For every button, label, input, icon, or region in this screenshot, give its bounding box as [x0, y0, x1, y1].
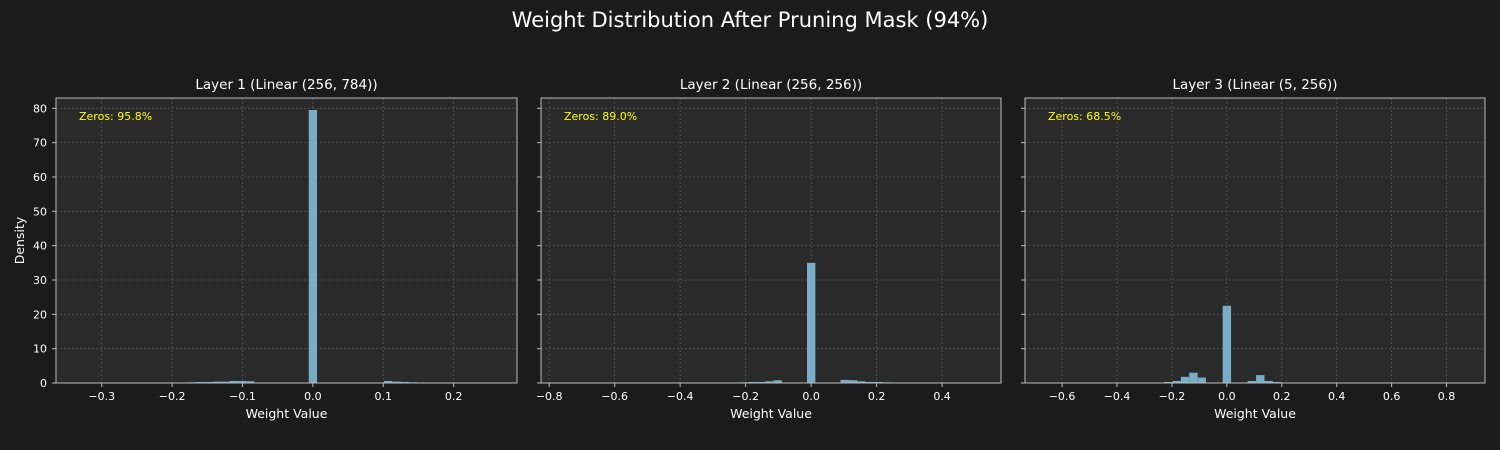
x-tick-label: −0.6: [1049, 390, 1076, 403]
x-tick-label: 0.0: [802, 390, 820, 403]
histogram-bar: [383, 380, 393, 383]
histogram-bar: [873, 381, 883, 383]
figure-title: Weight Distribution After Pruning Mask (…: [512, 8, 989, 32]
histogram-bar: [756, 381, 766, 383]
histogram-bar: [840, 379, 849, 383]
x-tick-label: 0.8: [1438, 390, 1456, 403]
y-tick-label: 80: [33, 102, 47, 115]
histogram-bar: [1264, 380, 1273, 383]
histogram-bar: [1189, 372, 1198, 383]
histogram-bar: [1222, 305, 1232, 383]
y-tick-label: 10: [33, 343, 47, 356]
x-tick-label: −0.8: [536, 390, 563, 403]
histogram-bar: [773, 380, 782, 383]
x-tick-label: 0.0: [1218, 390, 1236, 403]
histogram-bar: [848, 380, 858, 383]
zeros-annotation: Zeros: 95.8%: [79, 110, 152, 123]
x-axis-label: Weight Value: [730, 406, 812, 421]
histogram-bar: [204, 381, 213, 383]
y-tick-label: 30: [33, 274, 47, 287]
histogram-bar: [1164, 381, 1173, 383]
x-tick-label: −0.4: [667, 390, 694, 403]
y-tick-label: 60: [33, 171, 47, 184]
subplot-1: −0.3 −0.2 −0.1 0.0 0.1 0.2 0 10 20 30 40 50 60 70 80 La…: [12, 77, 518, 421]
y-axis-label: Density: [12, 216, 27, 264]
histogram-bar: [212, 381, 222, 383]
histogram-bar: [857, 381, 866, 383]
axes-frame: [540, 97, 1002, 384]
y-tick-label: 40: [33, 240, 47, 253]
x-tick-label: 0.6: [1383, 390, 1401, 403]
x-tick-label: 0.4: [1328, 390, 1346, 403]
histogram-bar: [246, 381, 255, 383]
histogram-bar: [748, 381, 757, 383]
histogram-bar: [392, 381, 401, 383]
histogram-bar: [221, 381, 230, 383]
plot-area: [541, 98, 1001, 383]
x-axis-label: Weight Value: [246, 406, 328, 421]
histogram-bar: [865, 381, 874, 383]
plot-area: [56, 98, 517, 383]
axes-frame: [1024, 97, 1486, 384]
y-tick-label: 70: [33, 137, 47, 150]
x-tick-label: −0.1: [229, 390, 256, 403]
histogram-bar: [765, 381, 774, 383]
x-tick-label: −0.2: [732, 390, 759, 403]
histogram-bar: [1180, 376, 1190, 383]
histogram-bar: [1247, 380, 1257, 383]
x-tick-label: −0.6: [601, 390, 628, 403]
histogram-bar: [1256, 375, 1265, 383]
x-tick-label: 0.0: [304, 390, 322, 403]
x-tick-label: −0.2: [159, 390, 186, 403]
x-tick-label: −0.2: [1159, 390, 1186, 403]
histogram-bar: [807, 262, 816, 383]
histogram-bar: [1172, 380, 1181, 383]
histogram-bar: [400, 381, 409, 383]
subplot-2: −0.8 −0.6 −0.4 −0.2 0.0 0.2 0.4 Layer 2 (Linear…: [536, 77, 1002, 421]
zeros-annotation: Zeros: 89.0%: [564, 110, 637, 123]
histogram-bar: [308, 110, 318, 384]
subplot-title: Layer 3 (Linear (5, 256)): [1172, 77, 1337, 93]
x-tick-label: 0.2: [868, 390, 886, 403]
x-axis-label: Weight Value: [1214, 406, 1296, 421]
subplot-3: −0.6 −0.4 −0.2 0.0 0.2 0.4 0.6 0.8 Layer 3 (Line…: [1021, 77, 1486, 421]
plot-area: [1025, 98, 1485, 383]
subplots: −0.3 −0.2 −0.1 0.0 0.1 0.2 0 10 20 30 40 50 60 70 80 La…: [12, 77, 1486, 421]
histogram-bar: [1197, 377, 1206, 383]
histogram-bar: [229, 380, 238, 383]
x-tick-label: 0.2: [1273, 390, 1291, 403]
x-tick-label: −0.4: [1104, 390, 1131, 403]
histogram-bar: [196, 381, 205, 383]
y-tick-label: 50: [33, 205, 47, 218]
histogram-bar: [1272, 381, 1282, 383]
axes-frame: [55, 97, 518, 384]
zeros-annotation: Zeros: 68.5%: [1048, 110, 1121, 123]
subplot-title: Layer 1 (Linear (256, 784)): [195, 77, 377, 93]
y-tick-label: 20: [33, 308, 47, 321]
x-tick-label: −0.3: [88, 390, 115, 403]
x-tick-label: 0.2: [445, 390, 463, 403]
y-tick-label: 0: [40, 377, 47, 390]
subplot-title: Layer 2 (Linear (256, 256)): [680, 77, 862, 93]
x-tick-label: 0.4: [933, 390, 951, 403]
x-tick-label: 0.1: [375, 390, 393, 403]
histogram-bar: [237, 380, 247, 383]
